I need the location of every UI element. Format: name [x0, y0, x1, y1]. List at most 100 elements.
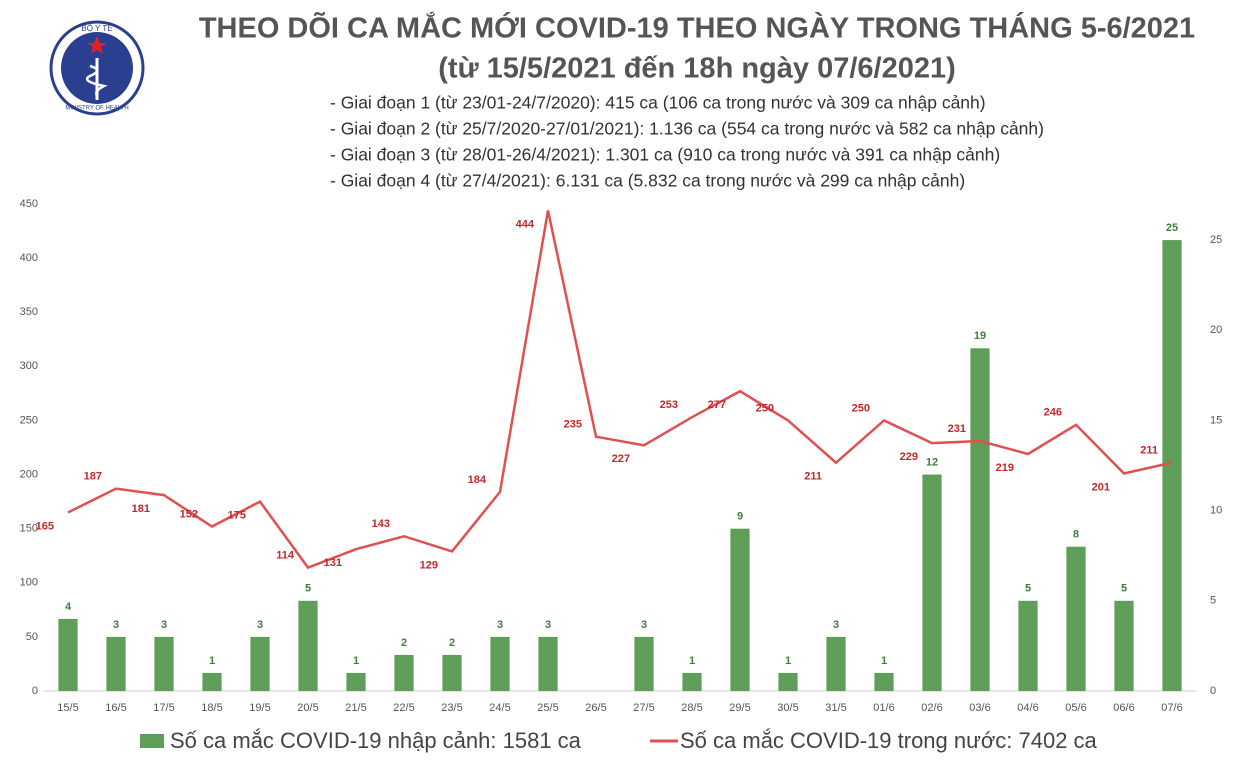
line-label: 219	[996, 462, 1014, 474]
bar-label: 5	[1025, 583, 1031, 595]
x-tick-label: 02/6	[921, 702, 942, 714]
bar	[730, 528, 750, 691]
note: - Giai đoạn 2 (từ 25/7/2020-27/01/2021):…	[330, 119, 1044, 139]
x-tick-label: 20/5	[297, 702, 318, 714]
line-label: 229	[900, 451, 918, 463]
y-tick-label: 400	[20, 252, 38, 264]
legend-swatch	[140, 734, 164, 748]
x-tick-label: 27/5	[633, 702, 654, 714]
x-tick-label: 29/5	[729, 702, 750, 714]
x-tick-label: 05/6	[1065, 702, 1086, 714]
bar-label: 8	[1073, 529, 1079, 541]
y2-tick-label: 25	[1210, 234, 1222, 246]
y-tick-label: 0	[32, 685, 38, 697]
legend-label: Số ca mắc COVID-19 nhập cảnh: 1581 ca	[170, 728, 582, 753]
note: - Giai đoạn 3 (từ 28/01-26/4/2021): 1.30…	[330, 145, 1000, 165]
line-label: 227	[612, 453, 630, 465]
x-tick-label: 31/5	[825, 702, 846, 714]
y-tick-label: 50	[26, 631, 38, 643]
bar-label: 4	[65, 601, 72, 613]
line-label: 246	[1044, 407, 1062, 419]
logo-top: BỘ Y TẾ	[81, 23, 112, 33]
y-tick-label: 450	[20, 198, 38, 210]
note: - Giai đoạn 4 (từ 27/4/2021): 6.131 ca (…	[330, 171, 965, 191]
line-label: 277	[708, 399, 726, 411]
x-tick-label: 04/6	[1017, 702, 1038, 714]
y2-tick-label: 10	[1210, 505, 1222, 517]
bar	[250, 636, 270, 691]
y2-tick-label: 15	[1210, 414, 1222, 426]
x-tick-label: 24/5	[489, 702, 510, 714]
bar-label: 25	[1166, 222, 1178, 234]
note: - Giai đoạn 1 (từ 23/01-24/7/2020): 415 …	[330, 93, 986, 113]
y2-tick-label: 0	[1210, 685, 1216, 697]
logo-snake	[85, 64, 108, 97]
line-label: 129	[420, 559, 438, 571]
x-tick-label: 18/5	[201, 702, 222, 714]
bar-label: 1	[785, 655, 791, 667]
x-tick-label: 07/6	[1161, 702, 1182, 714]
bar	[874, 672, 894, 691]
y-tick-label: 200	[20, 468, 38, 480]
line-label: 131	[324, 557, 342, 569]
x-tick-label: 23/5	[441, 702, 462, 714]
bar	[538, 636, 558, 691]
line-label: 231	[948, 423, 966, 435]
line-label: 165	[36, 520, 54, 532]
line-label: 253	[660, 399, 678, 411]
line-label: 187	[84, 471, 102, 483]
x-tick-label: 01/6	[873, 702, 894, 714]
line-label: 143	[372, 518, 390, 530]
x-tick-label: 19/5	[249, 702, 270, 714]
line-label: 250	[756, 402, 774, 414]
bar-label: 3	[545, 619, 551, 631]
y-tick-label: 100	[20, 577, 38, 589]
bar-label: 1	[881, 655, 887, 667]
line-label: 235	[564, 419, 582, 431]
logo-star	[87, 36, 107, 54]
bar	[106, 636, 126, 691]
line-label: 114	[276, 550, 295, 562]
x-tick-label: 15/5	[57, 702, 78, 714]
line-label: 211	[804, 471, 822, 483]
bar-label: 2	[449, 637, 455, 649]
bar-label: 5	[1121, 583, 1127, 595]
bar	[394, 654, 414, 691]
bar-label: 3	[497, 619, 503, 631]
bar	[922, 474, 942, 691]
bar-label: 1	[689, 655, 695, 667]
x-tick-label: 06/6	[1113, 702, 1134, 714]
line	[67, 210, 1173, 570]
bar	[346, 672, 366, 691]
bar-label: 3	[833, 619, 839, 631]
bar	[778, 672, 798, 691]
legend-label: Số ca mắc COVID-19 trong nước: 7402 ca	[680, 728, 1098, 753]
line-label: 181	[132, 503, 150, 515]
bar	[970, 348, 990, 691]
y2-tick-label: 20	[1210, 324, 1222, 336]
bar-label: 1	[353, 655, 359, 667]
bar	[298, 600, 318, 691]
bar	[202, 672, 222, 691]
bar	[154, 636, 174, 691]
line-label: 444	[516, 218, 535, 230]
bar	[490, 636, 510, 691]
bar	[1066, 546, 1086, 691]
x-tick-label: 28/5	[681, 702, 702, 714]
bar	[58, 618, 78, 691]
logo: BỘ Y TẾ MINISTRY OF HEALTH	[49, 20, 145, 116]
line-label: 184	[468, 474, 487, 486]
y2-tick-label: 5	[1210, 595, 1216, 607]
x-tick-label: 16/5	[105, 702, 126, 714]
y-tick-label: 300	[20, 360, 38, 372]
x-tick-label: 22/5	[393, 702, 414, 714]
bar-label: 3	[161, 619, 167, 631]
line-label: 211	[1140, 445, 1158, 457]
chart-subtitle: (từ 15/5/2021 đến 18h ngày 07/6/2021)	[438, 53, 956, 85]
x-tick-label: 25/5	[537, 702, 558, 714]
x-tick-label: 03/6	[969, 702, 990, 714]
bar-label: 9	[737, 511, 743, 523]
bar-label: 19	[974, 330, 986, 342]
x-tick-label: 21/5	[345, 702, 366, 714]
